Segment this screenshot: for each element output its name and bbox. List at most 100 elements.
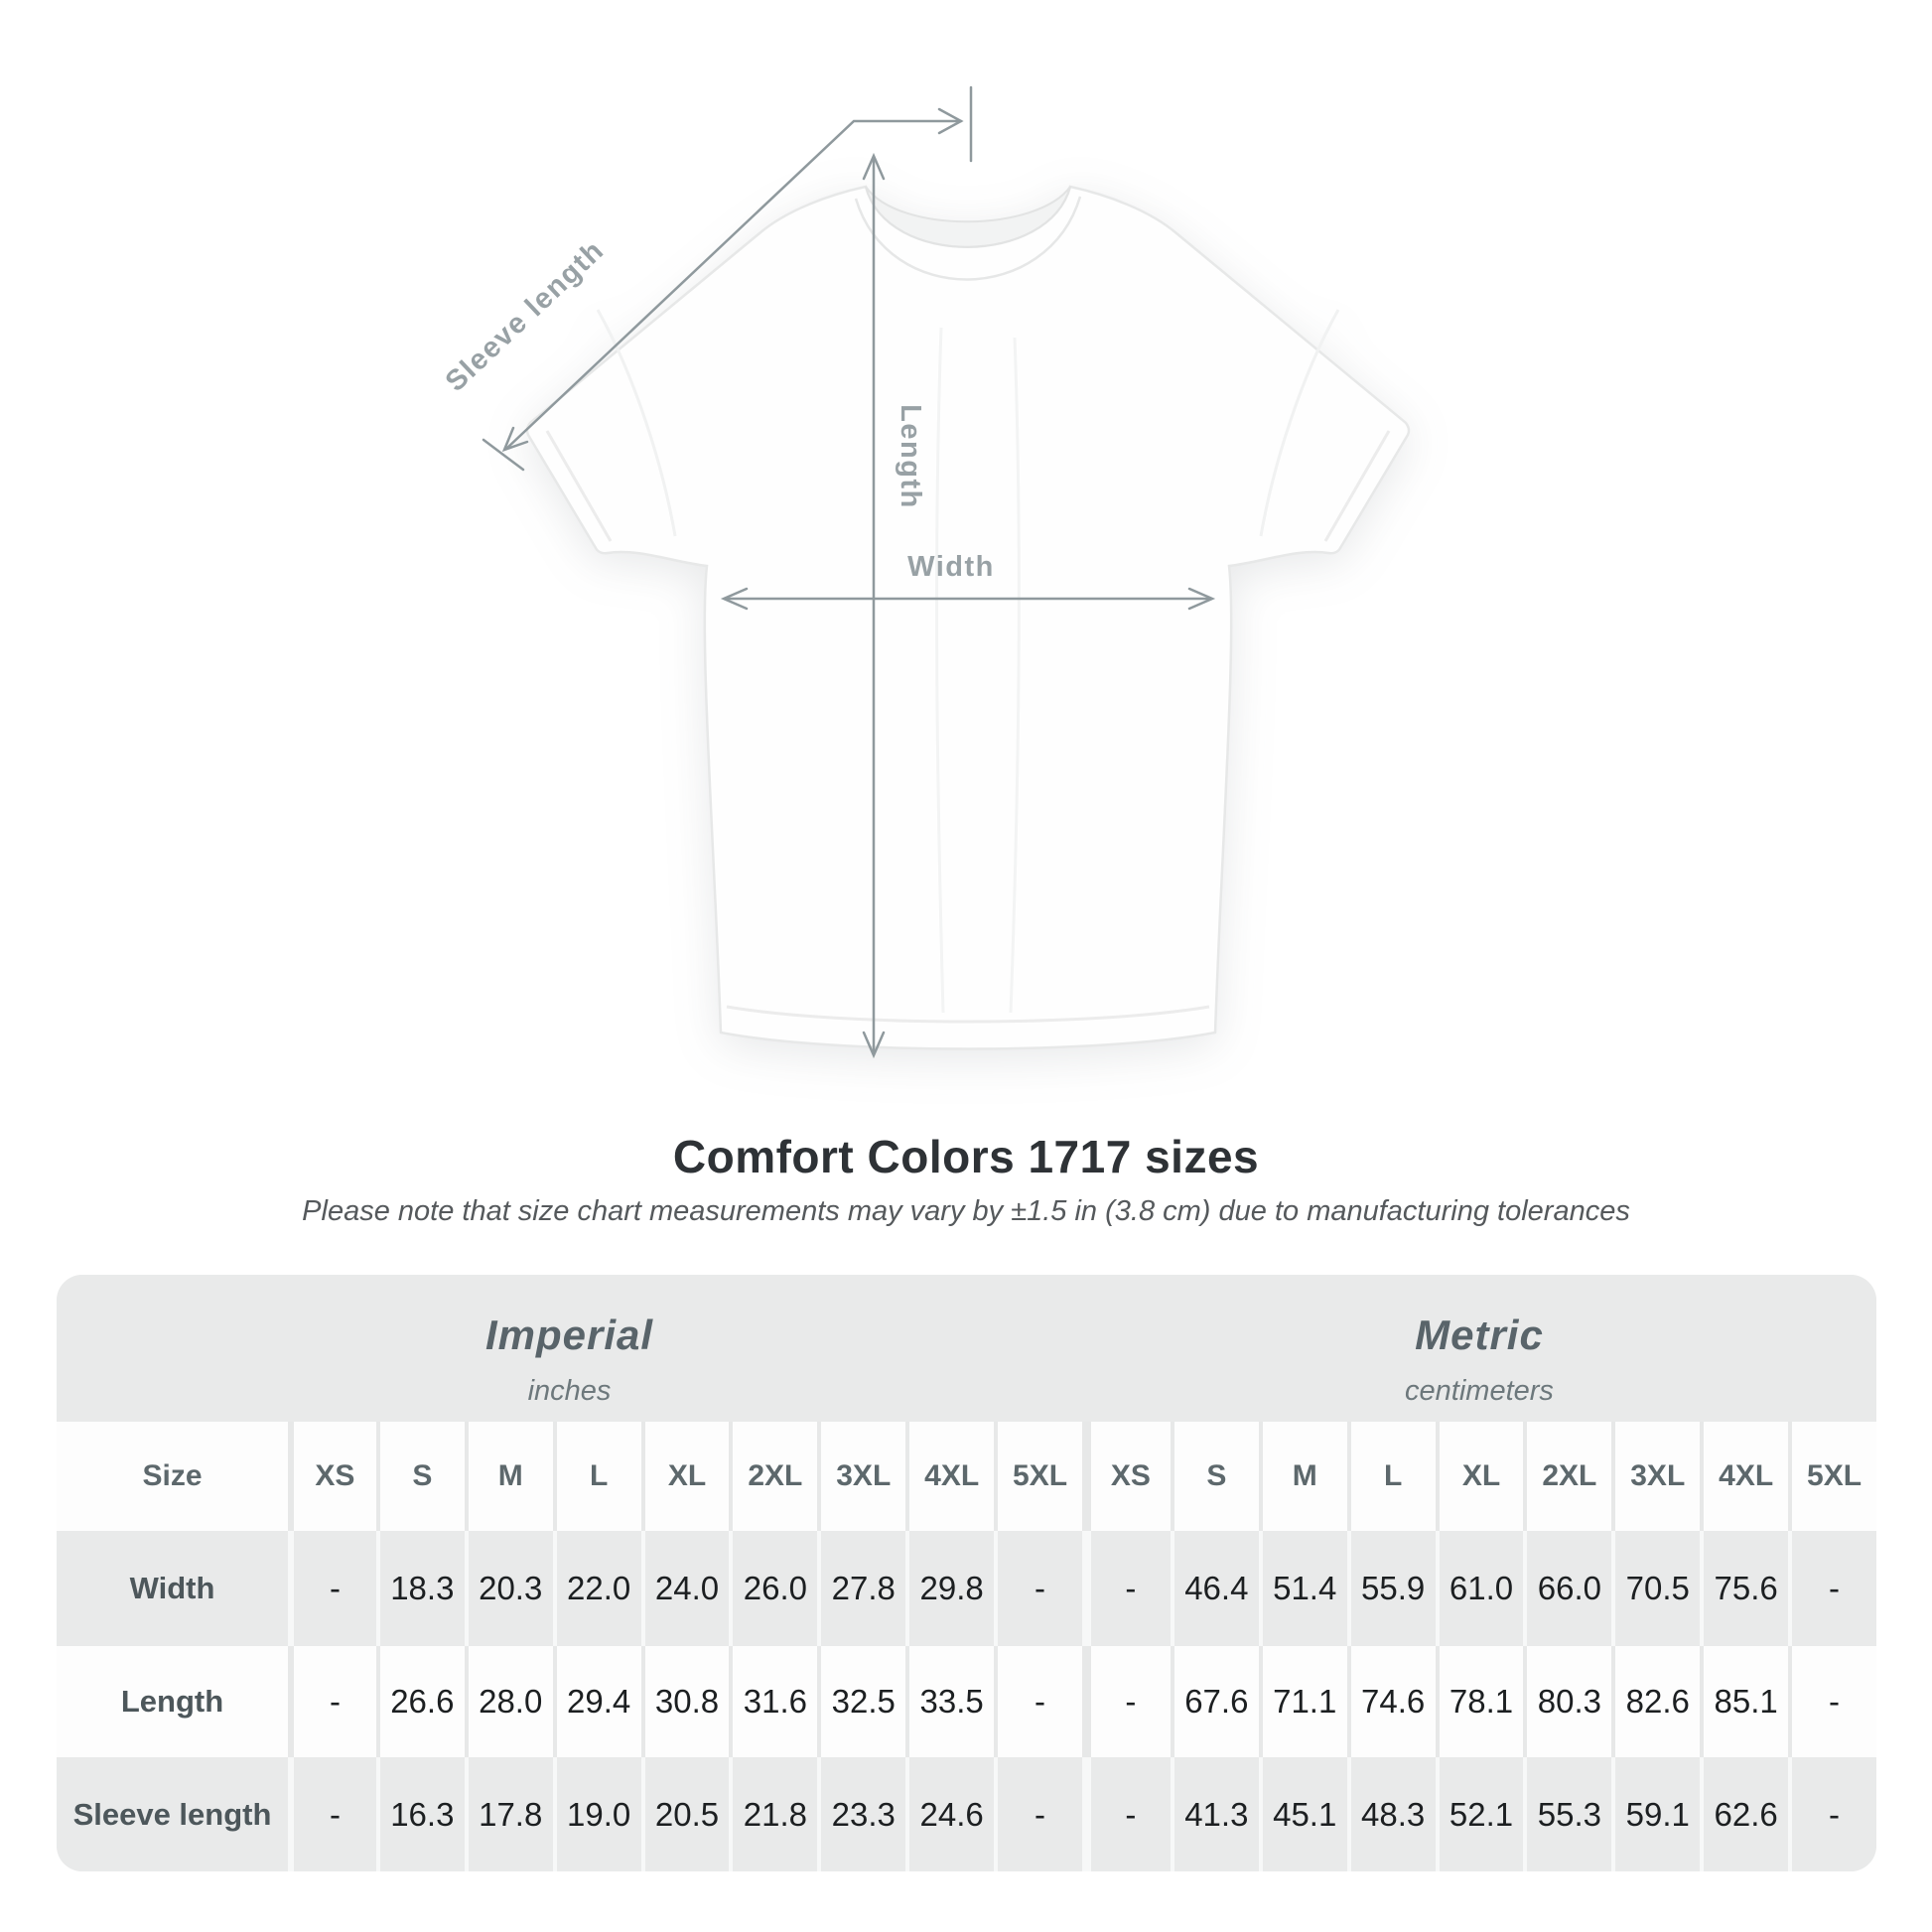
size-col-header: L [1346, 1422, 1436, 1531]
imperial-label: Imperial [484, 1311, 654, 1358]
size-table: Imperial inches Metric centimeters Size … [57, 1275, 1876, 1871]
arrowhead-up [862, 152, 886, 181]
fabric-fold-line [935, 327, 945, 1014]
value-cell: 21.8 [729, 1757, 818, 1871]
tshirt-measurement-diagram: Sleeve length Length Width [440, 85, 1411, 1059]
value-cell: 23.3 [817, 1757, 906, 1871]
length-annotation: Length [862, 152, 926, 1059]
size-col-header: M [464, 1422, 553, 1531]
size-table-grid: Imperial inches Metric centimeters Size … [57, 1275, 1876, 1871]
sleeve-length-line [504, 119, 963, 451]
size-col-header: M [1258, 1422, 1347, 1531]
value-cell: 45.1 [1258, 1757, 1347, 1871]
size-col-header: 5XL [994, 1422, 1082, 1531]
value-cell: 20.3 [464, 1531, 553, 1646]
sleeve-hem-seam-right [1323, 430, 1391, 542]
value-cell: 16.3 [375, 1757, 465, 1871]
value-cell: 20.5 [640, 1757, 730, 1871]
value-cell: 82.6 [1611, 1646, 1701, 1757]
size-col-header: 2XL [729, 1422, 818, 1531]
width-label: Width [907, 551, 995, 583]
value-cell: 22.0 [552, 1531, 641, 1646]
size-col-header: S [375, 1422, 465, 1531]
value-cell: 33.5 [905, 1646, 995, 1757]
value-cell: 18.3 [375, 1531, 465, 1646]
value-cell: - [288, 1531, 376, 1646]
value-cell: 75.6 [1700, 1531, 1789, 1646]
size-col-header: XL [640, 1422, 730, 1531]
sleeve-hem-seam-left [545, 430, 613, 542]
value-cell: - [1081, 1757, 1171, 1871]
value-cell: 24.6 [905, 1757, 995, 1871]
value-cell: 67.6 [1170, 1646, 1259, 1757]
arrowhead-down [862, 1031, 886, 1059]
value-cell: 46.4 [1170, 1531, 1259, 1646]
value-cell: 70.5 [1611, 1531, 1701, 1646]
value-cell: 17.8 [464, 1757, 553, 1871]
value-cell: 66.0 [1523, 1531, 1612, 1646]
value-cell: 80.3 [1523, 1646, 1612, 1757]
value-cell: 41.3 [1170, 1757, 1259, 1871]
size-col-header: XS [1081, 1422, 1171, 1531]
size-col-header: XL [1435, 1422, 1524, 1531]
value-cell: - [994, 1646, 1082, 1757]
value-cell: 24.0 [640, 1531, 730, 1646]
size-col-header: 3XL [817, 1422, 906, 1531]
size-col-header: 2XL [1523, 1422, 1612, 1531]
value-cell: 48.3 [1346, 1757, 1436, 1871]
value-cell: 30.8 [640, 1646, 730, 1757]
value-cell: - [1081, 1646, 1171, 1757]
value-cell: - [1081, 1531, 1171, 1646]
value-cell: - [1788, 1757, 1876, 1871]
metric-unit: centimeters [1405, 1374, 1554, 1407]
value-cell: 62.6 [1700, 1757, 1789, 1871]
value-cell: 85.1 [1700, 1646, 1789, 1757]
value-cell: 27.8 [817, 1531, 906, 1646]
value-cell: - [288, 1757, 376, 1871]
tshirt-illustration [525, 185, 1411, 1050]
arrowhead-left [720, 587, 749, 611]
tshirt-collar-seam [854, 196, 1082, 281]
size-col-header: 3XL [1611, 1422, 1701, 1531]
value-cell: 31.6 [729, 1646, 818, 1757]
value-cell: 32.5 [817, 1646, 906, 1757]
value-cell: 52.1 [1435, 1757, 1524, 1871]
value-cell: 55.9 [1346, 1531, 1436, 1646]
value-cell: 26.6 [375, 1646, 465, 1757]
value-cell: 55.3 [1523, 1757, 1612, 1871]
size-col-header: 5XL [1788, 1422, 1876, 1531]
sleeve-cuff-tick [482, 438, 525, 472]
size-col-header: S [1170, 1422, 1259, 1531]
value-cell: 29.8 [905, 1531, 995, 1646]
value-cell: 71.1 [1258, 1646, 1347, 1757]
arrowhead-right [1187, 587, 1216, 611]
tolerance-note: Please note that size chart measurements… [302, 1195, 1630, 1227]
fabric-fold-line [1009, 337, 1021, 1014]
width-annotation: Width [720, 551, 1216, 611]
tshirt-neck-opening [865, 186, 1071, 248]
value-cell: - [288, 1646, 376, 1757]
row-label: Width [57, 1531, 288, 1646]
fabric-fold-line [1259, 309, 1340, 537]
value-cell: - [1788, 1531, 1876, 1646]
value-cell: 29.4 [552, 1646, 641, 1757]
length-label: Length [895, 404, 926, 509]
size-col-header: XS [288, 1422, 376, 1531]
value-cell: 61.0 [1435, 1531, 1524, 1646]
bottom-hem-seam [726, 1005, 1210, 1024]
value-cell: 51.4 [1258, 1531, 1347, 1646]
row-label: Length [57, 1646, 288, 1757]
page-title: Comfort Colors 1717 sizes [672, 1131, 1260, 1182]
metric-unit-group-header: Metric centimeters [1081, 1275, 1876, 1422]
value-cell: 74.6 [1346, 1646, 1436, 1757]
value-cell: 26.0 [729, 1531, 818, 1646]
size-col-header: 4XL [1700, 1422, 1789, 1531]
size-col-header: 4XL [905, 1422, 995, 1531]
value-cell: - [994, 1531, 1082, 1646]
value-cell: - [994, 1757, 1082, 1871]
value-cell: 78.1 [1435, 1646, 1524, 1757]
size-column-header: Size [57, 1422, 288, 1531]
arrowhead-down-left [501, 426, 529, 453]
arrowhead-right [937, 107, 964, 135]
tshirt-body [525, 185, 1411, 1050]
